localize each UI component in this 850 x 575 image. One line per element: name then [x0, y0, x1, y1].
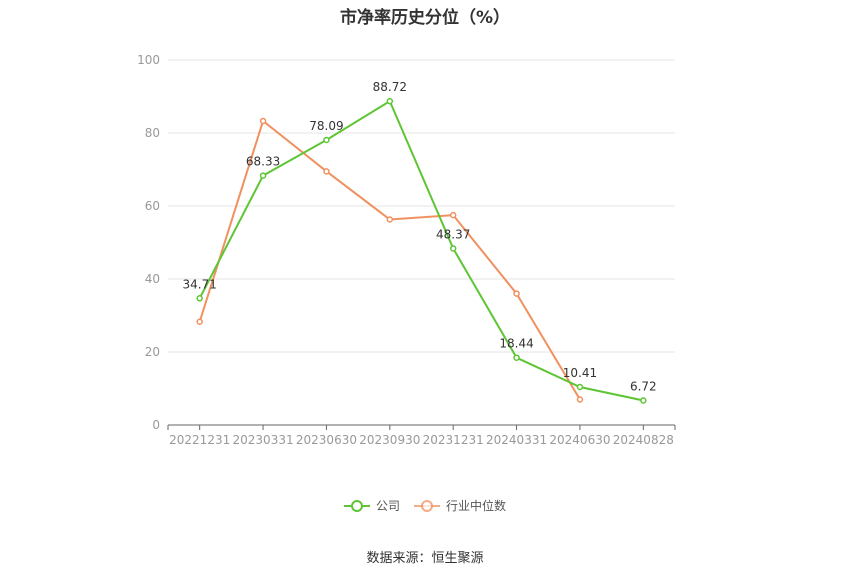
data-point-company: [323, 136, 330, 144]
y-tick-label: 80: [145, 126, 160, 140]
data-point-industry-median: [576, 396, 584, 403]
y-tick-label: 40: [145, 272, 160, 286]
x-tick-label: 20240331: [486, 433, 547, 447]
legend-label-company: 公司: [375, 499, 400, 513]
data-point-industry-median: [513, 290, 520, 297]
x-tick-label: 20230630: [296, 433, 357, 447]
data-point-company: [259, 172, 267, 179]
x-tick-label: 20240630: [549, 433, 610, 447]
x-tick-label: 20221231: [169, 433, 230, 447]
series-line-company: [198, 99, 644, 402]
data-point-industry-median: [196, 318, 203, 325]
data-point-company: [640, 397, 647, 404]
data-point-industry-median: [386, 216, 394, 223]
data-label: 88.72: [373, 80, 407, 94]
legend-swatch-industry-median: [414, 499, 440, 513]
data-source: 数据来源：恒生聚源: [366, 551, 484, 566]
data-label: 78.09: [309, 119, 343, 133]
data-point-industry-median: [259, 117, 267, 125]
data-point-company: [196, 295, 203, 302]
x-tick-label: 20231231: [423, 433, 484, 447]
legend-item-company[interactable]: 公司: [343, 497, 400, 514]
data-point-industry-median: [449, 211, 457, 219]
data-label: 18.44: [499, 337, 533, 351]
y-tick-label: 20: [145, 345, 160, 359]
x-tick-label: 20240828: [613, 433, 674, 447]
data-label: 6.72: [630, 379, 657, 393]
legend-label-industry-median: 行业中位数: [446, 499, 507, 513]
data-label: 34.71: [183, 277, 217, 291]
data-labels: 34.71 68.33 78.09 88.72 48.37 18.44 10.41 6.72: [183, 80, 657, 393]
data-point-company: [449, 245, 457, 252]
data-point-company: [386, 97, 394, 105]
y-tick-label: 100: [137, 53, 160, 67]
data-point-company: [576, 383, 584, 391]
y-tick-label: 0: [152, 418, 160, 432]
legend-swatch-company: [343, 499, 370, 513]
series-layer: [196, 97, 647, 404]
data-point-industry-median: [323, 168, 330, 175]
x-tick-label: 20230930: [359, 433, 420, 447]
legend: 公司 行业中位数: [0, 497, 850, 514]
data-label: 10.41: [563, 366, 597, 380]
data-label: 48.37: [436, 227, 470, 241]
y-tick-label: 60: [145, 199, 160, 213]
data-point-company: [513, 354, 520, 361]
grid-lines: [168, 59, 675, 353]
data-label: 68.33: [246, 155, 280, 169]
x-tick-label: 20230331: [233, 433, 294, 447]
legend-item-industry-median[interactable]: 行业中位数: [414, 497, 506, 514]
chart-title: 市净率历史分位（%）: [339, 8, 511, 28]
